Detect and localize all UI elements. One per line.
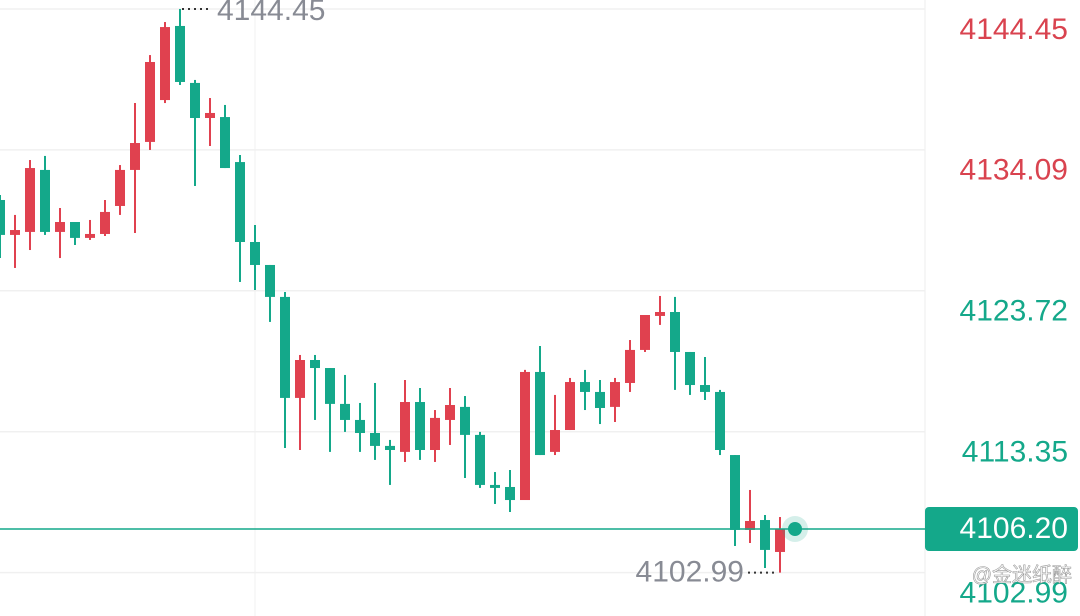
y-tick-label: 4102.99 <box>960 577 1068 610</box>
candle-body <box>610 382 620 407</box>
candle-body <box>685 351 695 386</box>
candle-body <box>700 385 710 392</box>
max-marker-label: 4144.45 <box>217 0 325 27</box>
candle-body <box>655 312 665 316</box>
candle-body <box>565 382 575 431</box>
candle-body <box>85 233 95 238</box>
candle-body <box>340 403 350 420</box>
candle-body <box>730 455 740 530</box>
candle-body <box>130 143 140 170</box>
y-tick-label: 4113.35 <box>962 436 1068 469</box>
candle-body <box>670 312 680 352</box>
candle-body <box>490 484 500 488</box>
candle-body <box>430 417 440 451</box>
candle-body <box>160 27 170 101</box>
candle-body <box>25 168 35 232</box>
candle-body <box>445 405 455 420</box>
candle-body <box>745 520 755 530</box>
y-tick-label: 4134.09 <box>960 154 1068 187</box>
candle-body <box>550 430 560 452</box>
candle-body <box>715 391 725 451</box>
candle-body <box>175 25 185 82</box>
candle-body <box>10 230 20 235</box>
candle-body <box>625 349 635 383</box>
min-marker-label: 4102.99 <box>636 556 744 589</box>
candle-body <box>580 382 590 392</box>
candle-body <box>595 391 605 408</box>
last-price-label: 4106.20 <box>960 512 1068 545</box>
candle-body <box>115 169 125 206</box>
candle-body <box>535 371 545 456</box>
candle-body <box>325 368 335 404</box>
candle-body <box>0 199 5 235</box>
candle-body <box>40 169 50 232</box>
candle-body <box>520 371 530 501</box>
last-price-dot <box>788 521 802 536</box>
candle-body <box>205 112 215 119</box>
candle-body <box>385 445 395 451</box>
candle-body <box>370 433 380 446</box>
candle-body <box>100 211 110 234</box>
candle-body <box>415 402 425 451</box>
candle-body <box>760 520 770 550</box>
candle-body <box>475 434 485 485</box>
candles <box>0 8 785 573</box>
y-tick-label: 4144.45 <box>960 13 1068 46</box>
candle-body <box>775 528 785 552</box>
candle-body <box>295 360 305 398</box>
last-price-box <box>925 506 1078 551</box>
candle-body <box>505 486 515 501</box>
candle-body <box>55 222 65 232</box>
candle-body <box>70 222 80 238</box>
candle-body <box>280 296 290 398</box>
candle-body <box>190 82 200 119</box>
candle-body <box>220 117 230 169</box>
candle-body <box>460 406 470 435</box>
y-tick-label: 4123.72 <box>960 295 1068 328</box>
candle-body <box>310 360 320 369</box>
candle-body <box>250 241 260 265</box>
candle-body <box>235 162 245 242</box>
candle-body <box>265 264 275 297</box>
candle-body <box>400 402 410 452</box>
watermark: @金迷纸醉 <box>972 563 1072 586</box>
candle-body <box>355 419 365 434</box>
candle-body <box>640 315 650 350</box>
candle-body <box>145 61 155 142</box>
